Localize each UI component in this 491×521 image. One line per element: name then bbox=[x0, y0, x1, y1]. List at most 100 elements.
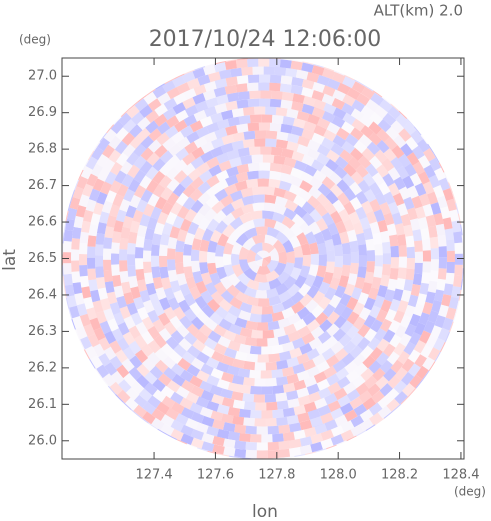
radar-cell bbox=[70, 189, 75, 201]
radar-cell bbox=[260, 146, 272, 155]
radar-cell bbox=[108, 135, 122, 150]
radar-cell bbox=[350, 108, 365, 122]
radar-cell bbox=[282, 431, 295, 442]
radar-cell bbox=[311, 90, 325, 102]
radar-cell bbox=[133, 184, 147, 199]
radar-cell bbox=[371, 276, 382, 290]
radar-cell bbox=[350, 171, 364, 185]
radar-cell bbox=[133, 143, 147, 158]
radar-cell bbox=[363, 84, 374, 92]
radar-cell bbox=[332, 266, 343, 279]
radar-cell bbox=[103, 259, 112, 271]
radar-cell bbox=[397, 300, 409, 313]
radar-cell bbox=[79, 313, 91, 327]
radar-cell bbox=[218, 160, 232, 172]
radar-cell bbox=[272, 409, 284, 419]
radar-cell bbox=[87, 246, 96, 258]
radar-cell bbox=[83, 349, 90, 360]
radar-cell bbox=[264, 234, 278, 246]
radar-cell bbox=[96, 222, 107, 235]
radar-cell bbox=[102, 144, 115, 159]
radar-cell bbox=[97, 287, 108, 300]
radar-cell bbox=[249, 90, 261, 99]
radar-cell bbox=[115, 394, 124, 403]
radar-cell bbox=[148, 139, 162, 153]
radar-cell bbox=[75, 326, 88, 340]
radar-cell bbox=[353, 79, 364, 86]
radar-cell bbox=[281, 306, 296, 319]
radar-cell bbox=[134, 334, 147, 349]
radar-cell bbox=[310, 326, 325, 340]
radar-cell bbox=[227, 431, 240, 441]
radar-cell bbox=[449, 209, 460, 222]
radar-cell bbox=[358, 244, 367, 256]
radar-cell bbox=[264, 194, 277, 204]
radar-cell bbox=[250, 410, 262, 419]
radar-cell bbox=[143, 203, 155, 217]
radar-cell bbox=[453, 231, 463, 244]
radar-cell bbox=[444, 228, 455, 241]
radar-cell bbox=[171, 373, 186, 387]
radar-cell bbox=[249, 369, 261, 379]
radar-cell bbox=[323, 102, 337, 115]
radar-cell bbox=[296, 387, 310, 399]
radar-cell bbox=[90, 163, 104, 177]
radar-cell bbox=[414, 251, 423, 263]
radar-cell bbox=[357, 337, 371, 351]
radar-cell bbox=[146, 179, 159, 194]
radar-cell bbox=[361, 200, 374, 214]
radar-cell bbox=[376, 128, 390, 143]
radar-cell bbox=[266, 270, 280, 283]
radar-cell bbox=[338, 275, 350, 288]
radar-cell bbox=[127, 164, 140, 179]
radar-cell bbox=[73, 215, 84, 229]
radar-cell bbox=[269, 162, 282, 173]
radar-cell bbox=[215, 60, 227, 65]
radar-cell bbox=[207, 298, 221, 313]
radar-cell bbox=[305, 451, 316, 455]
radar-cell bbox=[404, 304, 416, 318]
radar-cell bbox=[287, 398, 300, 409]
radar-cell bbox=[182, 196, 196, 211]
y-tick-label: 26.4 bbox=[28, 287, 57, 302]
radar-cell bbox=[317, 117, 331, 130]
radar-cell bbox=[142, 299, 155, 314]
radar-cell bbox=[216, 428, 230, 440]
radar-cell bbox=[289, 422, 302, 433]
radar-cell bbox=[279, 172, 293, 184]
radar-cell bbox=[400, 213, 412, 227]
radar-cell bbox=[210, 229, 222, 243]
radar-cell bbox=[405, 268, 415, 281]
radar-cell bbox=[280, 99, 293, 110]
radar-cell bbox=[303, 121, 317, 133]
radar-cell bbox=[181, 162, 196, 176]
radar-cell bbox=[231, 391, 244, 401]
radar-cell bbox=[135, 268, 145, 281]
radar-cell bbox=[258, 58, 270, 67]
radar-cell bbox=[330, 341, 345, 355]
radar-cell bbox=[223, 422, 236, 433]
radar-cell bbox=[222, 212, 236, 226]
radar-cell bbox=[291, 101, 304, 112]
radar-cell bbox=[355, 206, 367, 220]
radar-cell bbox=[229, 296, 243, 310]
radar-cell bbox=[272, 302, 285, 314]
radar-cell bbox=[347, 273, 358, 286]
radar-cell bbox=[359, 114, 374, 128]
radar-cell bbox=[331, 115, 346, 129]
radar-cell bbox=[74, 292, 85, 306]
radar-cell bbox=[301, 79, 315, 90]
radar-cell bbox=[360, 105, 375, 119]
radar-cell bbox=[258, 170, 270, 179]
radar-cell bbox=[109, 355, 123, 370]
radar-cell bbox=[272, 384, 285, 395]
radar-cell bbox=[283, 262, 295, 276]
radar-cell bbox=[236, 123, 249, 133]
radar-cell bbox=[324, 335, 339, 349]
radar-cell bbox=[171, 401, 185, 415]
radar-cell bbox=[401, 358, 415, 372]
radar-cell bbox=[418, 155, 431, 169]
radar-cell bbox=[411, 145, 425, 160]
radar-cell bbox=[214, 281, 227, 296]
radar-cell bbox=[99, 320, 112, 335]
